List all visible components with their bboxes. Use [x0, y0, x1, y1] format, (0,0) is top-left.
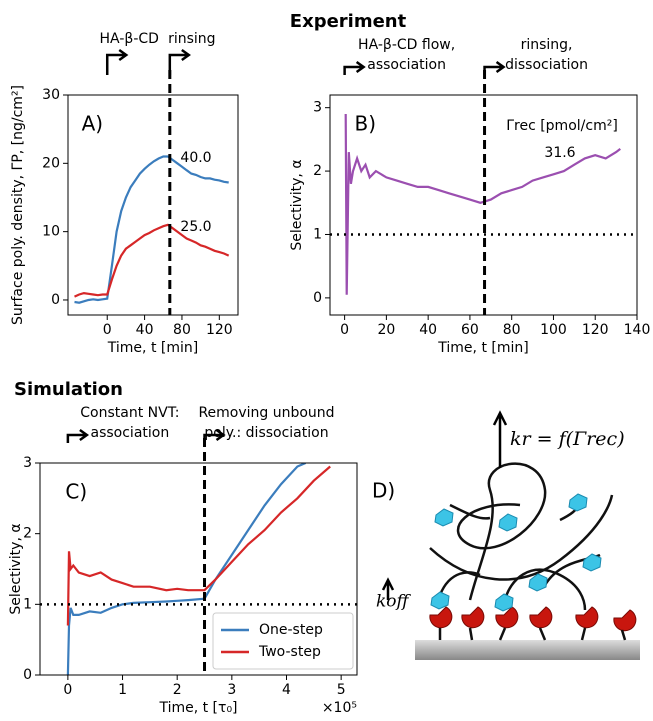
x-tick-label: 5: [337, 682, 346, 698]
panel-label: C): [65, 480, 87, 504]
annotation: Γrec [pmol/cm²]: [506, 118, 618, 134]
off-arrow: [381, 577, 395, 600]
phase-label: HA-β-CD: [100, 31, 159, 47]
y-tick-label: 1: [23, 596, 32, 612]
x-tick-label: 1: [118, 682, 127, 698]
polymers: [429, 462, 627, 641]
phase-arrow: [483, 60, 506, 75]
phase-label: rinsing: [168, 31, 215, 47]
x-tick-label: 20: [377, 322, 395, 338]
line: [74, 223, 230, 298]
x-tick-label: 2: [173, 682, 182, 698]
legend-label: Two-step: [258, 644, 321, 660]
axes-frame: [329, 94, 638, 316]
diagram: kr = f(Γrec) koff D): [372, 410, 640, 660]
x-offset-label: ×10⁵: [322, 700, 357, 716]
plot-area: [344, 113, 621, 295]
x-axis-title: Time, t [min]: [107, 340, 198, 356]
x-tick-label: 40: [419, 322, 437, 338]
x-tick-label: 40: [136, 322, 154, 338]
x-tick-label: 140: [624, 322, 651, 338]
panel-label: B): [355, 112, 377, 136]
axes-frame: [67, 94, 239, 316]
y-tick-label: 10: [42, 224, 60, 240]
legend-box: [212, 612, 354, 670]
y-axis-title: Surface poly. density, ΓP, [ng/cm²]: [10, 85, 26, 325]
phase-label: HA-β-CD flow,: [358, 37, 455, 53]
y-tick-label: 30: [42, 87, 60, 103]
annotation: 25.0: [180, 219, 211, 235]
y-axis-title: Selectivity, α: [8, 523, 24, 614]
x-tick-label: 120: [206, 322, 233, 338]
y-tick-label: 2: [313, 163, 322, 179]
y-axis-title: Selectivity, α: [289, 159, 305, 250]
y-tick-label: 0: [23, 667, 32, 683]
y-tick-label: 3: [313, 100, 322, 116]
receptors: [429, 606, 637, 632]
phase-label: Constant NVT:: [80, 405, 179, 421]
phase-arrow: [168, 48, 191, 75]
phase-label: rinsing,: [521, 37, 573, 53]
guests: [430, 493, 602, 612]
y-tick-label: 1: [313, 226, 322, 242]
x-tick-label: 3: [227, 682, 236, 698]
phase-label: Removing unbound: [198, 405, 334, 421]
panel-label: A): [82, 112, 103, 136]
release-arrow: [492, 410, 508, 468]
phase-arrow: [66, 428, 90, 443]
x-tick-label: 0: [340, 322, 349, 338]
phase-arrow: [203, 428, 226, 443]
legend-label: One-step: [259, 622, 323, 638]
x-tick-label: 100: [540, 322, 567, 338]
panel-label: D): [372, 479, 395, 503]
plot-area: [66, 463, 331, 675]
x-axis-title: Time, t [min]: [437, 340, 528, 356]
annotation: 40.0: [180, 150, 211, 166]
phase-label: association: [367, 57, 446, 73]
line: [66, 465, 331, 626]
koff-label: koff: [376, 592, 412, 612]
x-tick-label: 0: [103, 322, 112, 338]
y-tick-label: 0: [313, 290, 322, 306]
phase-arrow: [343, 60, 366, 75]
phase-label: poly.: dissociation: [204, 425, 328, 441]
phase-label: dissociation: [505, 57, 588, 73]
x-tick-label: 80: [503, 322, 521, 338]
line: [344, 113, 621, 295]
heading: Experiment: [290, 11, 407, 32]
y-tick-label: 20: [42, 155, 60, 171]
annotation: 31.6: [544, 145, 575, 161]
plot-area: [74, 155, 230, 304]
x-tick-label: 4: [282, 682, 291, 698]
x-tick-label: 120: [582, 322, 609, 338]
phase-label: association: [91, 425, 170, 441]
line: [74, 155, 229, 304]
line: [66, 463, 307, 675]
phase-arrow: [105, 48, 129, 75]
x-tick-label: 60: [461, 322, 479, 338]
rate-label: kr = f(Γrec): [510, 428, 625, 450]
heading: Simulation: [14, 379, 123, 400]
x-tick-label: 0: [63, 682, 72, 698]
y-tick-label: 2: [23, 526, 32, 542]
y-tick-label: 3: [23, 455, 32, 471]
x-tick-label: 80: [173, 322, 191, 338]
x-axis-title: Time, t [τ₀]: [158, 700, 237, 716]
substrate: [415, 640, 640, 660]
axes-frame: [39, 462, 358, 676]
y-tick-label: 0: [51, 292, 60, 308]
